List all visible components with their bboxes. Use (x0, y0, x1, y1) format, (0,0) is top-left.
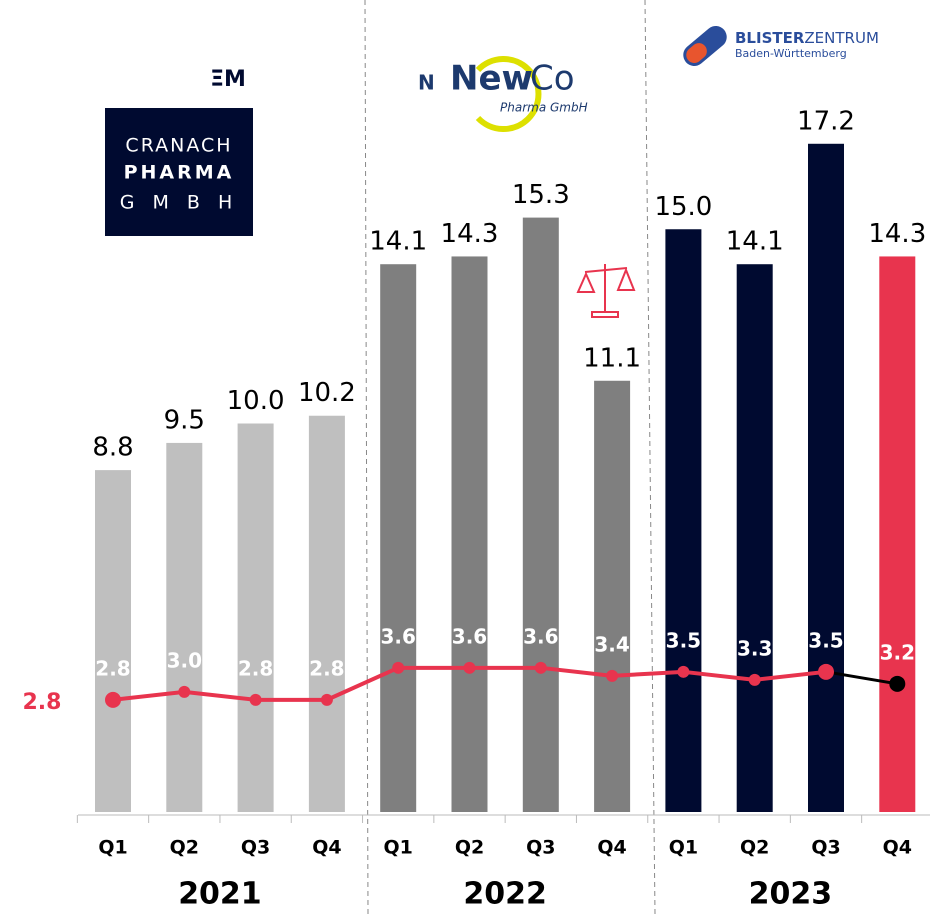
bar (95, 470, 131, 812)
bar-value-label: 14.3 (441, 219, 499, 249)
line-point (178, 685, 191, 698)
line-value-label: 3.6 (380, 624, 415, 648)
bar-value-label: 15.0 (654, 192, 712, 222)
bar (594, 380, 631, 812)
bar (879, 256, 916, 812)
logo-text: Co (530, 59, 575, 99)
line-point (534, 661, 547, 674)
logo-text: G M B H (120, 192, 239, 214)
logo-icon (686, 43, 707, 63)
bar (808, 143, 844, 812)
logo-arc (475, 56, 542, 132)
line-value-label: 3.6 (452, 624, 487, 648)
logo-text: CRANACH (125, 135, 232, 157)
bar (380, 264, 417, 813)
logo-blister: BLISTERZENTRUM Baden-Württemberg (683, 26, 879, 66)
x-tick-label: Q1 (384, 837, 413, 859)
group-label: 2023 (749, 877, 833, 912)
x-tick-label: Q4 (883, 837, 912, 859)
x-tick-label: Q1 (98, 837, 127, 859)
line-value-label: 2.8 (238, 656, 273, 680)
bar-value-label: 14.1 (726, 227, 784, 257)
logo-text: ZENTRUM (804, 29, 878, 47)
bar-value-label: 14.3 (868, 219, 926, 249)
line-value-label: 3.5 (808, 628, 843, 652)
scales-icon (576, 264, 636, 318)
bar (237, 423, 274, 812)
line-point (249, 693, 262, 706)
bar (736, 264, 773, 813)
line-value-label: 3.3 (737, 636, 772, 660)
line-value-label: 2.8 (309, 656, 344, 680)
x-tick-label: Q3 (241, 837, 270, 859)
bar-value-label: 17.2 (797, 106, 855, 136)
bar-value-label: 10.2 (298, 378, 356, 408)
x-tick-label: Q3 (811, 837, 840, 859)
x-tick-label: Q4 (597, 837, 626, 859)
line-point (463, 661, 476, 674)
logo-cranach: CRANACH PHARMA G M B H (105, 108, 253, 236)
line-segment (825, 670, 898, 686)
line-point (818, 663, 834, 680)
bar (166, 442, 203, 812)
x-tick-label: Q2 (455, 837, 484, 859)
line-value-label: 3.4 (594, 632, 629, 656)
line-point (677, 665, 690, 678)
line-value-label: 3.6 (523, 624, 558, 648)
bar (522, 217, 559, 813)
logo-text: Pharma GmbH (500, 101, 588, 115)
logo-text: New (450, 59, 533, 99)
logo-text: ΞM (210, 67, 246, 92)
line-point (889, 675, 906, 692)
bar-value-label: 14.1 (369, 227, 427, 257)
logo-text: Baden-Württemberg (735, 47, 847, 60)
x-tick-label: Q3 (526, 837, 555, 859)
line-value-label: 3.2 (880, 640, 915, 664)
logo-em: ΞM (210, 67, 246, 92)
line-point (748, 673, 761, 686)
bar-value-label: 10.0 (227, 386, 285, 416)
logo-text: PHARMA (124, 162, 235, 184)
logo-newco: N New Co Pharma GmbH (418, 56, 588, 132)
bar (308, 415, 345, 812)
annotation: 2.8 (23, 690, 62, 715)
line-value-label: 3.0 (167, 648, 202, 672)
x-tick-label: Q2 (170, 837, 199, 859)
logo-text: N (418, 71, 435, 95)
separator (364, 0, 369, 914)
group-label: 2022 (463, 877, 547, 912)
logo-text: BLISTERZENTRUM (735, 29, 879, 47)
x-tick-label: Q1 (669, 837, 698, 859)
line-point (320, 693, 333, 706)
logo-box (105, 108, 253, 236)
bar-value-label: 11.1 (583, 343, 641, 373)
bar-value-label: 9.5 (164, 405, 205, 435)
x-tick-label: Q2 (740, 837, 769, 859)
group-label: 2021 (178, 877, 262, 912)
line-point (105, 691, 121, 708)
bar-value-label: 8.8 (92, 433, 133, 463)
bar-value-label: 15.3 (512, 180, 570, 210)
logo-text: BLISTER (735, 29, 805, 47)
line-value-label: 3.5 (666, 628, 701, 652)
bar (451, 256, 488, 812)
separator (644, 0, 656, 914)
bar (665, 229, 702, 812)
line-point (606, 669, 619, 682)
line-point (392, 661, 405, 674)
line-value-label: 2.8 (95, 656, 130, 680)
x-tick-label: Q4 (312, 837, 341, 859)
